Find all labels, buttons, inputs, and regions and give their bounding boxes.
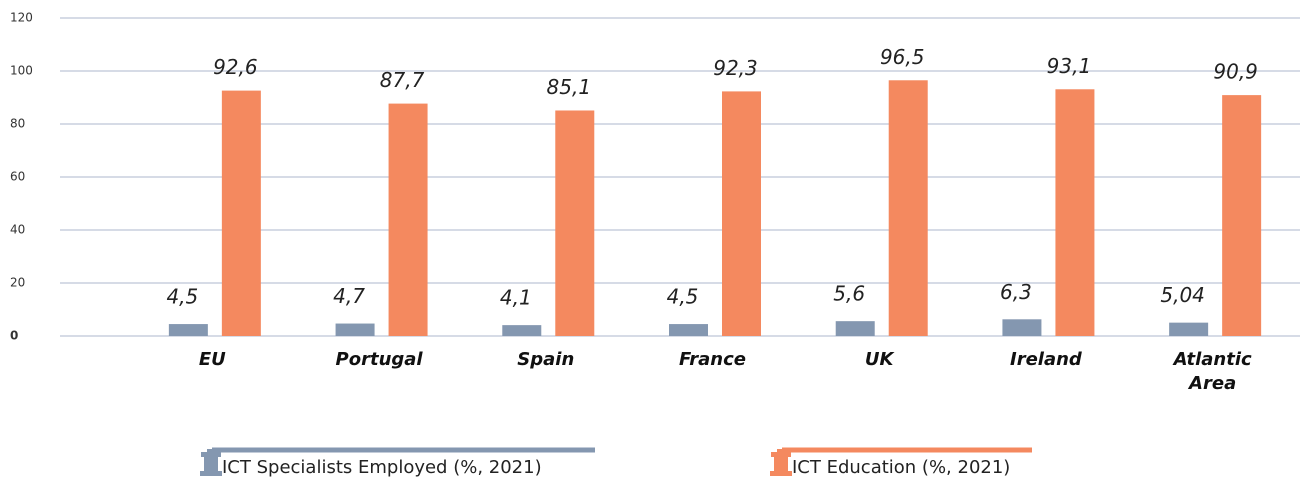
bar	[168, 324, 208, 336]
value-label: 4,5	[166, 285, 198, 309]
bar	[888, 80, 928, 337]
legend-label: ICT Education (%, 2021)	[792, 457, 1010, 478]
x-tick-label: Portugal	[335, 349, 423, 370]
legend-icon	[200, 449, 222, 476]
bar	[335, 323, 375, 336]
value-label: 6,3	[1000, 280, 1032, 304]
bar	[722, 91, 761, 336]
value-label: 4,7	[333, 284, 365, 308]
bar	[502, 325, 542, 336]
bar	[1169, 322, 1209, 336]
x-tick-label: Atlantic Area	[1173, 349, 1252, 394]
value-label: 5,6	[833, 282, 865, 306]
y-tick-label: 80	[10, 117, 25, 131]
x-tick-label: Spain	[517, 349, 575, 370]
value-label: 4,1	[500, 286, 532, 310]
y-tick-label: 20	[10, 276, 25, 290]
value-label: 93,1	[1047, 54, 1092, 78]
x-tick-label: Ireland	[1010, 349, 1082, 370]
bar	[669, 324, 708, 336]
legend-icon	[770, 449, 792, 476]
value-label: 87,7	[380, 68, 425, 92]
y-tick-label: 40	[10, 223, 25, 237]
value-label: 4,5	[667, 285, 699, 309]
value-label: 5,04	[1160, 283, 1205, 307]
y-tick-label: 0	[10, 329, 18, 343]
bar	[1055, 89, 1095, 336]
bar	[388, 103, 428, 336]
bar	[555, 110, 595, 336]
bar	[221, 90, 261, 336]
legend-label: ICT Specialists Employed (%, 2021)	[222, 457, 542, 478]
value-label: 90,9	[1213, 60, 1258, 84]
bar	[835, 321, 875, 336]
value-label: 92,3	[713, 56, 758, 80]
y-tick-label: 120	[10, 11, 33, 25]
x-tick-label: UK	[864, 349, 894, 370]
value-label: 96,5	[880, 45, 925, 69]
x-tick-label: EU	[198, 349, 226, 370]
value-label: 85,1	[547, 75, 592, 99]
x-tick-label: France	[678, 349, 747, 370]
y-tick-label: 100	[10, 64, 33, 78]
bar	[1002, 319, 1042, 336]
y-tick-label: 60	[10, 170, 25, 184]
bar	[1222, 95, 1262, 337]
value-label: 92,6	[213, 55, 258, 79]
